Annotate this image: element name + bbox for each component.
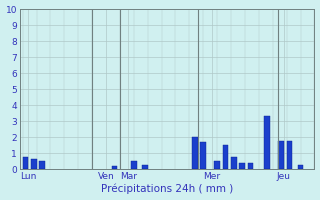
Bar [142, 165, 148, 169]
Bar [278, 141, 284, 169]
Bar [223, 145, 228, 169]
Bar [39, 161, 45, 169]
Bar [131, 161, 137, 169]
X-axis label: Précipitations 24h ( mm ): Précipitations 24h ( mm ) [101, 184, 233, 194]
Bar [112, 166, 117, 169]
Bar [287, 141, 292, 169]
Bar [214, 161, 220, 169]
Bar [192, 137, 198, 169]
Bar [231, 157, 236, 169]
Bar [248, 163, 253, 169]
Bar [31, 159, 36, 169]
Bar [201, 142, 206, 169]
Bar [23, 157, 28, 169]
Bar [264, 116, 270, 169]
Bar [298, 165, 303, 169]
Bar [239, 163, 245, 169]
